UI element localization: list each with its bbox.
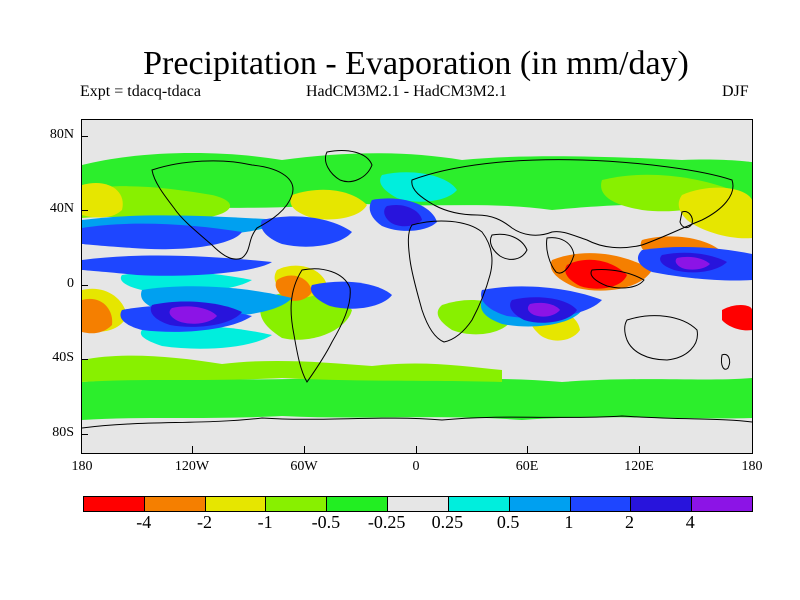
lon-tick-120e	[639, 446, 640, 453]
lon-label-120e: 120E	[624, 459, 654, 474]
lon-label-0: 0	[412, 459, 420, 474]
colorbar-label: 4	[685, 512, 695, 532]
coastlines	[82, 150, 752, 429]
coastline-india	[546, 237, 575, 274]
field-purple-indian	[527, 302, 560, 317]
field-purple-west-pacific	[675, 256, 710, 270]
field-lime-5	[82, 355, 502, 382]
field-cyan-equatorial	[120, 271, 252, 293]
lon-label-180w: 180	[71, 459, 93, 474]
lon-label-60e: 60E	[515, 459, 539, 474]
lat-tick-40n	[81, 210, 88, 211]
colorbar-label: -0.25	[367, 512, 406, 532]
colorbar-swatch	[388, 497, 449, 511]
experiment-label: Expt = tdacq-tdaca	[80, 83, 201, 100]
field-yellow-ne-pacific	[678, 187, 752, 239]
coastline-australia	[624, 315, 698, 361]
colorbar	[83, 496, 753, 512]
coastline-new-zealand	[721, 353, 731, 370]
lat-tick-40s	[81, 359, 88, 360]
colorbar-swatch	[205, 497, 267, 511]
lat-tick-80n	[81, 136, 88, 137]
lon-label-180e: 180	[741, 459, 763, 474]
lat-label-80s: 80S	[52, 425, 74, 440]
field-yellow-nw-pacific	[82, 182, 123, 218]
coastline-indonesia	[590, 269, 645, 289]
colorbar-swatch	[266, 497, 328, 511]
season-label: DJF	[722, 83, 749, 100]
colorbar-swatch	[144, 497, 206, 511]
coastline-eurasia	[411, 159, 734, 249]
colorbar-label: -0.5	[311, 512, 341, 532]
colorbar-swatch	[448, 497, 510, 511]
colorbar-swatch	[631, 497, 693, 511]
colorbar-swatch	[327, 497, 389, 511]
lon-tick-60e	[527, 446, 528, 453]
coastline-south-america	[290, 268, 351, 383]
field-layers	[82, 153, 752, 420]
field-orange-sw-pacific	[82, 298, 113, 334]
colorbar-swatch	[509, 497, 571, 511]
field-red-east	[722, 305, 752, 331]
lat-label-eq: 0	[67, 276, 74, 291]
field-navy-north-atlantic	[384, 204, 422, 227]
lat-label-80n: 80N	[49, 127, 74, 142]
field-red-maritime	[565, 259, 627, 289]
field-purple-pacific	[169, 306, 217, 324]
coastline-africa	[407, 220, 493, 343]
field-cyan-north-atlantic	[380, 172, 457, 202]
models-label: HadCM3M2.1 - HadCM3M2.1	[306, 83, 507, 100]
field-yellow-north-atlantic	[290, 189, 367, 220]
lon-label-120w: 120W	[174, 459, 210, 474]
colorbar-label: -4	[136, 512, 152, 532]
lat-label-40s: 40S	[52, 350, 74, 365]
figure-title: Precipitation - Evaporation (in mm/day)	[143, 45, 689, 82]
lon-tick-60w	[304, 446, 305, 453]
field-green-south	[82, 378, 752, 420]
coastline-japan	[679, 211, 693, 229]
colorbar-swatch	[84, 497, 145, 511]
colorbar-swatch	[692, 497, 752, 511]
coastline-arabia	[489, 233, 528, 260]
field-blue-north-atlantic	[260, 216, 352, 247]
colorbar-label: -2	[196, 512, 212, 532]
colorbar-label: -1	[257, 512, 273, 532]
lon-tick-120w	[192, 446, 193, 453]
field-blue-north-pacific	[82, 223, 242, 250]
lat-tick-80s	[81, 434, 88, 435]
colorbar-label: 0.25	[431, 512, 464, 532]
field-blue-eq-pacific	[82, 255, 272, 276]
field-blue-south-atlantic	[310, 281, 392, 309]
lon-tick-0	[416, 446, 417, 453]
map-plot-area	[81, 119, 753, 454]
colorbar-label: 0.5	[496, 512, 520, 532]
coastline-greenland	[325, 150, 373, 183]
lon-label-60w: 60W	[290, 459, 318, 474]
lat-tick-eq	[81, 285, 88, 286]
colorbar-label: 1	[564, 512, 574, 532]
coastline-antarctica	[82, 415, 752, 429]
colorbar-label: 2	[625, 512, 635, 532]
colorbar-swatch	[570, 497, 632, 511]
precip-evap-map	[82, 150, 752, 429]
lat-label-40n: 40N	[49, 201, 74, 216]
coastline-north-america	[151, 160, 294, 260]
